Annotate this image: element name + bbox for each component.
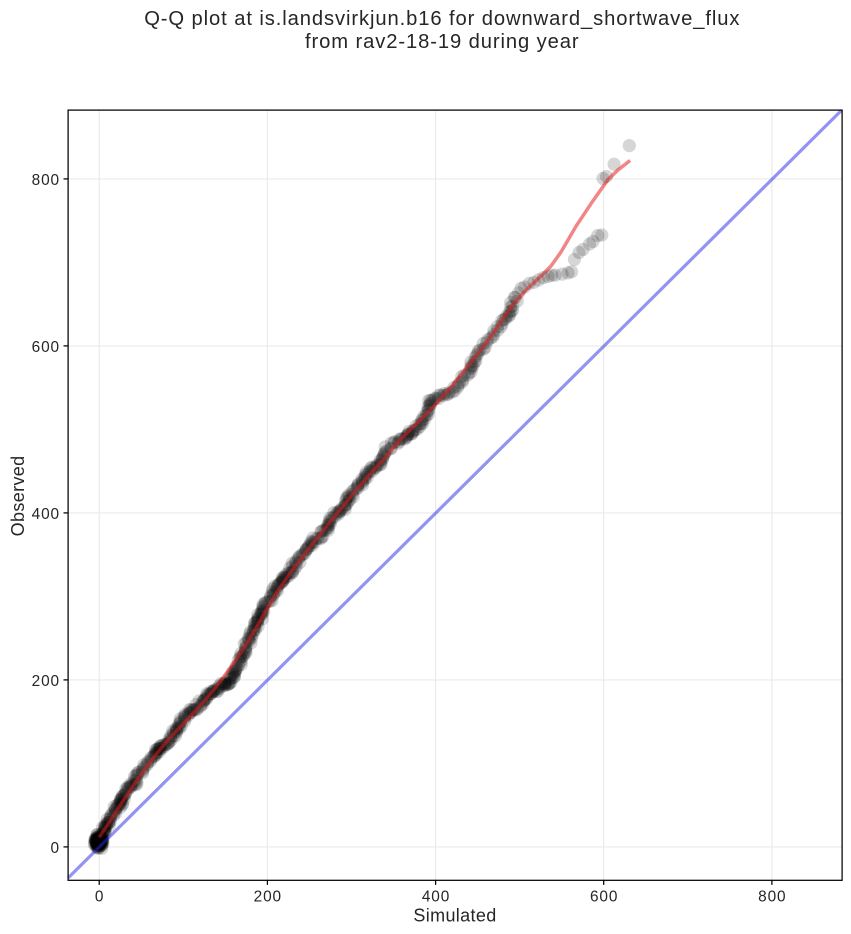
svg-text:800: 800 <box>32 172 60 189</box>
svg-text:Observed: Observed <box>8 455 28 536</box>
svg-text:800: 800 <box>758 889 786 906</box>
svg-text:400: 400 <box>422 889 450 906</box>
svg-text:600: 600 <box>590 889 618 906</box>
svg-text:200: 200 <box>32 673 60 690</box>
svg-text:from rav2-18-19 during year: from rav2-18-19 during year <box>305 31 580 53</box>
svg-text:Simulated: Simulated <box>413 905 496 925</box>
svg-text:200: 200 <box>254 889 282 906</box>
svg-text:0: 0 <box>95 889 104 906</box>
svg-text:600: 600 <box>32 339 60 356</box>
svg-text:400: 400 <box>32 506 60 523</box>
svg-text:0: 0 <box>51 840 60 857</box>
svg-text:Q-Q plot at is.landsvirkjun.b1: Q-Q plot at is.landsvirkjun.b16 for down… <box>144 8 740 30</box>
